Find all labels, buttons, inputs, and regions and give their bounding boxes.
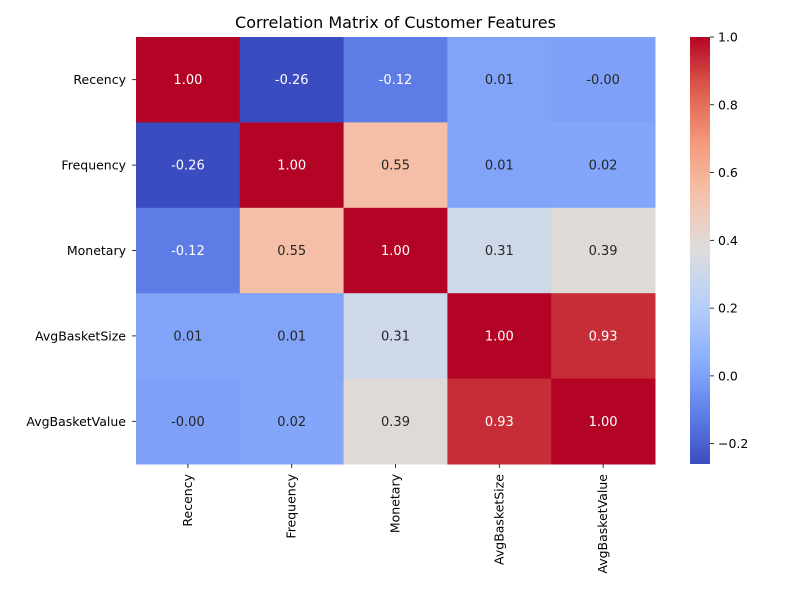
- heatmap-cell: [551, 293, 656, 380]
- heatmap-cells: 1.00 -0.26 -0.12 0.01 -0.00 -0.26 1.00 0.55 0.01…: [136, 37, 656, 465]
- y-tick-label: AvgBasketSize: [35, 328, 126, 343]
- x-tick-label: AvgBasketValue: [595, 474, 610, 574]
- x-tick-label: AvgBasketSize: [491, 474, 506, 565]
- cell-value-label: 1.00: [381, 244, 410, 259]
- heatmap-cell: [447, 207, 552, 294]
- cell-value-label: 1.00: [277, 159, 306, 174]
- x-tick-label: Monetary: [388, 473, 403, 533]
- cell-value-label: 1.00: [173, 73, 202, 88]
- heatmap-cell: [239, 122, 345, 209]
- cell-value-label: -0.12: [171, 244, 205, 259]
- heatmap-cell: [343, 122, 448, 209]
- colorbar-gradient: [690, 37, 710, 464]
- heatmap-cell: [136, 122, 241, 209]
- cell-value-label: 0.01: [173, 329, 202, 344]
- x-axis-ticks: Recency Frequency Monetary AvgBasketSize Avg…: [180, 464, 610, 574]
- heatmap-cell: [239, 378, 345, 465]
- cell-value-label: 1.00: [589, 415, 618, 430]
- heatmap-cell: [447, 37, 552, 123]
- y-tick-label: Recency: [73, 72, 126, 87]
- cell-value-label: -0.00: [586, 73, 620, 88]
- colorbar-tick-label: 0.4: [718, 233, 738, 248]
- colorbar: −0.2 0.0 0.2 0.4 0.6 0.8 1.0: [690, 30, 748, 464]
- heatmap-cell: [239, 207, 345, 294]
- cell-value-label: 0.02: [277, 415, 306, 430]
- cell-value-label: 0.93: [589, 329, 618, 344]
- heatmap-cell: [136, 293, 241, 380]
- colorbar-tick-label: 0.2: [718, 301, 738, 316]
- colorbar-tick-label: 1.0: [718, 30, 738, 45]
- cell-value-label: 1.00: [485, 329, 514, 344]
- cell-value-label: 0.93: [485, 415, 514, 430]
- cell-value-label: 0.55: [277, 244, 306, 259]
- y-tick-label: Frequency: [61, 158, 126, 173]
- heatmap-cell: [551, 378, 656, 465]
- cell-value-label: 0.31: [381, 329, 410, 344]
- x-tick-label: Frequency: [284, 473, 299, 538]
- heatmap-cell: [343, 37, 448, 123]
- cell-value-label: 0.55: [381, 159, 410, 174]
- cell-value-label: -0.00: [171, 415, 205, 430]
- cell-value-label: -0.26: [171, 159, 205, 174]
- cell-value-label: -0.26: [275, 73, 309, 88]
- y-tick-label: Monetary: [67, 243, 127, 258]
- heatmap-cell: [136, 378, 241, 465]
- heatmap-cell: [447, 122, 552, 209]
- x-tick-label: Recency: [180, 473, 195, 526]
- heatmap-cell: [136, 37, 241, 123]
- heatmap-cell: [551, 122, 656, 209]
- y-tick-label: AvgBasketValue: [26, 414, 126, 429]
- cell-value-label: 0.39: [589, 244, 618, 259]
- cell-value-label: 0.01: [485, 159, 514, 174]
- heatmap-cell: [343, 293, 448, 380]
- heatmap-cell: [343, 378, 448, 465]
- cell-value-label: 0.01: [485, 73, 514, 88]
- cell-value-label: 0.01: [277, 329, 306, 344]
- colorbar-tick-label: −0.2: [718, 436, 748, 451]
- heatmap-cell: [551, 37, 656, 123]
- colorbar-tick-label: 0.0: [718, 368, 738, 383]
- colorbar-tick-label: 0.6: [718, 165, 738, 180]
- cell-value-label: 0.39: [381, 415, 410, 430]
- heatmap-cell: [136, 207, 241, 294]
- cell-value-label: -0.12: [379, 73, 413, 88]
- heatmap-cell: [343, 207, 448, 294]
- heatmap-cell: [447, 378, 552, 465]
- y-axis-ticks: Recency Frequency Monetary AvgBasketSize Avg…: [26, 72, 136, 429]
- cell-value-label: 0.02: [589, 159, 618, 174]
- heatmap-cell: [239, 37, 345, 123]
- cell-value-label: 0.31: [485, 244, 514, 259]
- heatmap-cell: [447, 293, 552, 380]
- heatmap-cell: [551, 207, 656, 294]
- chart-title: Correlation Matrix of Customer Features: [235, 13, 556, 32]
- colorbar-tick-label: 0.8: [718, 97, 738, 112]
- heatmap-cell: [239, 293, 345, 380]
